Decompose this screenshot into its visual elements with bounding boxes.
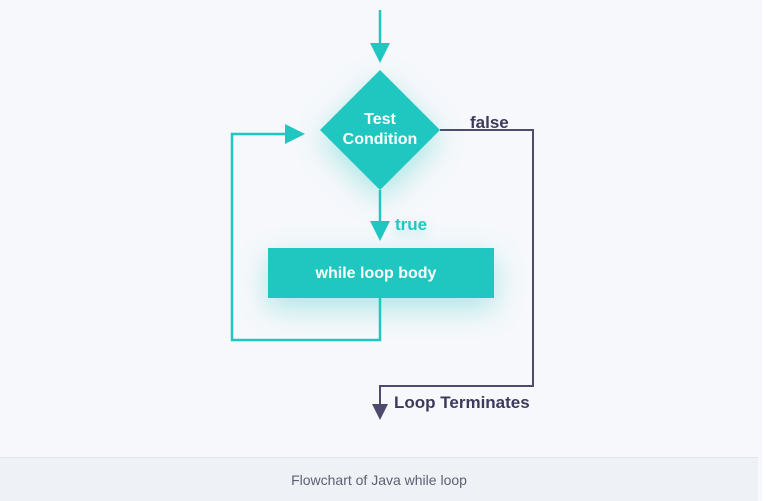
- node-loop-body: while loop body: [268, 248, 494, 298]
- flowchart-svg: Test Condition false true while loop bod…: [0, 0, 766, 457]
- label-terminates: Loop Terminates: [394, 393, 530, 412]
- condition-line2: Condition: [343, 131, 418, 148]
- condition-line1: Test: [364, 111, 396, 128]
- node-test-condition: Test Condition: [320, 70, 440, 190]
- label-false: false: [470, 113, 509, 132]
- caption-bar: Flowchart of Java while loop: [0, 457, 758, 501]
- diagram-canvas: Test Condition false true while loop bod…: [0, 0, 766, 501]
- body-label: while loop body: [315, 265, 437, 282]
- label-true: true: [395, 215, 427, 234]
- caption-text: Flowchart of Java while loop: [291, 472, 467, 488]
